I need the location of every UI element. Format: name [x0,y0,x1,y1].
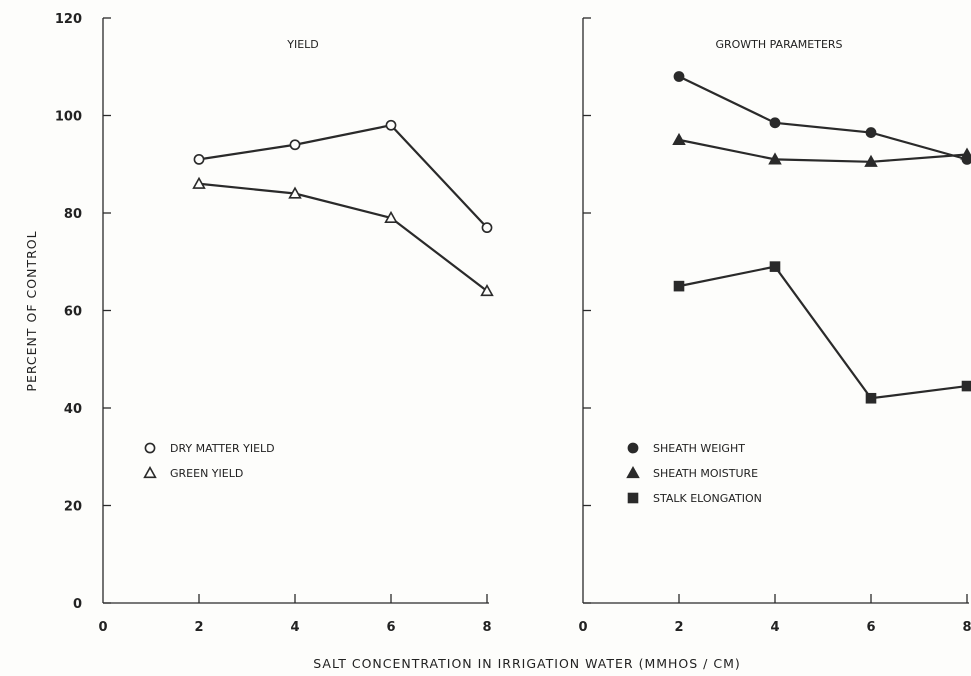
y-tick-label: 80 [64,207,82,222]
y-tick-label: 40 [64,402,82,417]
x-tick-label: 8 [482,620,491,635]
data-point-sheath-weight [865,127,877,138]
legend-marker [143,465,157,479]
data-point-dry-matter-yield [193,153,205,165]
data-point-stalk-elongation [961,380,971,392]
y-tick-label: 120 [55,12,82,27]
legend-item-sheath-weight: SHEATH WEIGHT [627,442,745,455]
legend-item-dry-matter-yield: DRY MATTER YIELD [144,442,275,455]
data-point-sheath-moisture [768,152,782,165]
data-point-sheath-weight [673,71,685,82]
legend-marker [626,465,640,479]
series-stalk-elongation [673,261,971,404]
legend-item-sheath-moisture: SHEATH MOISTURE [626,465,758,480]
data-point-dry-matter-yield [385,119,397,131]
series-line-dry-matter-yield [198,124,488,229]
legend-label: SHEATH MOISTURE [653,467,758,480]
series-line-green-yield [198,182,488,292]
data-point-green-yield [480,283,494,297]
legend-item-green-yield: GREEN YIELD [143,465,243,480]
series-green-yield [192,176,494,297]
series-sheath-moisture [672,132,971,167]
series-line-sheath-weight [678,75,968,161]
legend-label: GREEN YIELD [170,467,243,480]
y-tick-label: 60 [64,305,82,320]
data-point-sheath-moisture [960,147,971,160]
series-dry-matter-yield [193,119,493,234]
series-line-sheath-moisture [678,138,968,163]
x-tick-label: 0 [578,620,587,635]
x-tick-label: 4 [290,620,299,635]
panel-title: GROWTH PARAMETERS [715,38,842,51]
data-point-sheath-weight [769,117,781,129]
y-tick-label: 20 [64,500,82,515]
x-axis-title: SALT CONCENTRATION IN IRRIGATION WATER (… [313,656,740,671]
x-tick-label: 4 [770,620,779,635]
y-tick-label: 100 [55,110,82,125]
data-point-sheath-moisture [864,154,878,167]
data-point-green-yield [288,186,302,199]
y-axis-title: PERCENT OF CONTROL [24,230,39,391]
y-tick-label: 0 [73,597,82,612]
x-tick-label: 8 [962,620,971,635]
panel-2: 0 2 4 6 8 GROWTH PARAMETERS SHEATH WEIGHT SHEAT… [578,17,971,635]
series-sheath-weight [673,71,971,165]
x-tick-label: 2 [674,620,683,635]
x-tick-label: 6 [386,620,395,635]
legend-label: STALK ELONGATION [653,492,762,505]
legend-marker [627,492,639,504]
series-line-stalk-elongation [678,265,968,400]
data-point-dry-matter-yield [481,222,493,234]
panel-title: YIELD [286,38,319,51]
data-point-stalk-elongation [673,280,685,292]
x-tick-label: 2 [194,620,203,635]
data-point-green-yield [192,176,206,189]
data-point-stalk-elongation [769,261,781,272]
x-tick-label: 6 [866,620,875,635]
data-point-stalk-elongation [865,392,877,404]
legend-marker [144,442,156,454]
legend-marker [627,442,639,454]
data-point-green-yield [384,210,398,223]
legend-label: DRY MATTER YIELD [170,442,275,455]
panel-1: 0 20 40 60 80 100 120 0 2 4 6 8 YIELD DRY MATTER YIEL… [55,12,494,635]
data-point-sheath-moisture [672,132,686,145]
x-tick-label: 0 [98,620,107,635]
legend-item-stalk-elongation: STALK ELONGATION [627,492,762,505]
data-point-dry-matter-yield [289,139,301,151]
legend-label: SHEATH WEIGHT [653,442,745,455]
